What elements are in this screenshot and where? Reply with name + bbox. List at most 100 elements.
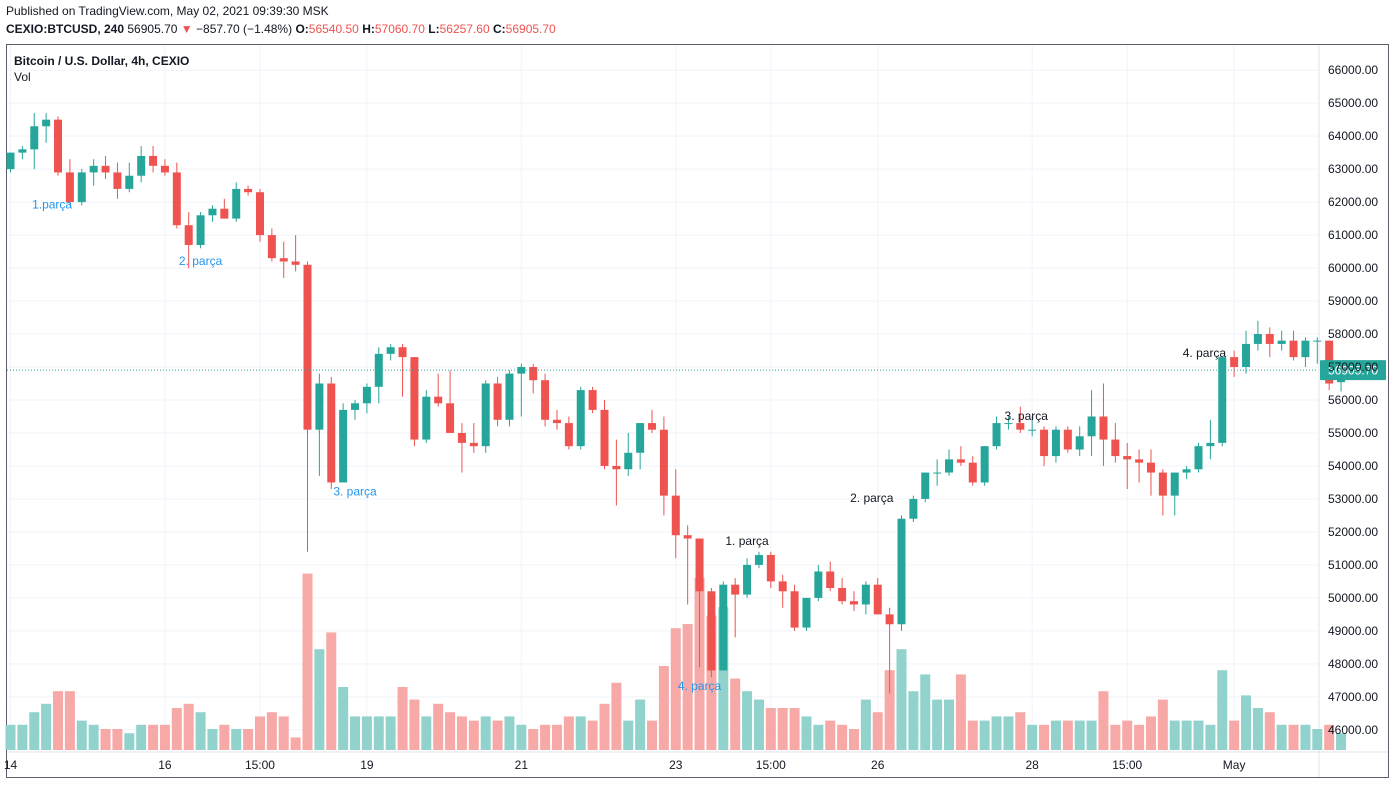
volume-bar bbox=[88, 724, 99, 750]
time-axis[interactable]: 14 16 15:00 19 21 23 15:00 26 28 15:00 May bbox=[4, 758, 1246, 772]
candle bbox=[659, 416, 668, 516]
candle-body bbox=[659, 429, 668, 496]
candle-body bbox=[897, 518, 906, 625]
open-label: O: bbox=[295, 22, 309, 36]
last-price: 56905.70 bbox=[127, 22, 178, 36]
candle-body bbox=[362, 386, 371, 404]
candle bbox=[220, 198, 229, 219]
candle-body bbox=[731, 584, 740, 595]
candle-body bbox=[137, 155, 146, 176]
candle-body bbox=[149, 155, 158, 166]
open-value: 56540.50 bbox=[308, 22, 359, 36]
volume-label: Vol bbox=[14, 70, 31, 84]
time-tick-label: 16 bbox=[158, 758, 172, 772]
candle bbox=[766, 551, 775, 588]
candle bbox=[351, 400, 360, 420]
candle-body bbox=[576, 390, 585, 447]
candle bbox=[208, 205, 217, 222]
volume-bar bbox=[991, 716, 1002, 750]
candle-body bbox=[113, 172, 122, 189]
volume-bar bbox=[124, 733, 135, 750]
volume-bar bbox=[801, 716, 812, 750]
candle bbox=[1182, 465, 1191, 480]
candle bbox=[790, 584, 799, 631]
ohlc-legend: CEXIO:BTCUSD, 240 56905.70 ▼ −857.70 (−1… bbox=[6, 22, 556, 36]
volume-bar bbox=[1086, 720, 1097, 750]
candle-body bbox=[1242, 343, 1251, 368]
volume-bar bbox=[528, 729, 539, 750]
volume-bar bbox=[17, 724, 28, 750]
volume-bar bbox=[100, 729, 111, 750]
volume-bar bbox=[884, 670, 895, 750]
volume-bar bbox=[148, 724, 159, 750]
candle bbox=[1313, 337, 1322, 364]
volume-bar bbox=[1122, 720, 1133, 750]
candle-body bbox=[861, 584, 870, 605]
price-axis[interactable]: 66000.00 65000.00 64000.00 63000.00 62000.00… bbox=[1328, 63, 1378, 737]
annotation-label: 3. parça bbox=[1005, 409, 1049, 423]
volume-bar bbox=[243, 729, 254, 750]
candle bbox=[160, 159, 169, 176]
candle-body bbox=[588, 390, 597, 410]
candle bbox=[778, 574, 787, 608]
candle-body bbox=[54, 119, 63, 173]
candle-body bbox=[267, 235, 276, 259]
volume-bar bbox=[456, 716, 467, 750]
volume-bar bbox=[76, 720, 87, 750]
volume-bar bbox=[195, 712, 206, 750]
volume-bar bbox=[1252, 708, 1263, 750]
candle-body bbox=[529, 367, 538, 381]
candle-body bbox=[980, 446, 989, 483]
candle-body bbox=[564, 423, 573, 447]
candle-body bbox=[446, 403, 455, 433]
candle bbox=[992, 416, 1001, 450]
price-tick-label: 62000.00 bbox=[1328, 195, 1378, 209]
annotation-label: 2. parça bbox=[850, 491, 894, 505]
candle bbox=[588, 386, 597, 414]
volume-bar bbox=[492, 720, 503, 750]
price-label: 56905.70 bbox=[1328, 364, 1378, 378]
volume-bar bbox=[1015, 712, 1026, 750]
price-tick-label: 59000.00 bbox=[1328, 294, 1378, 308]
candle bbox=[933, 459, 942, 486]
time-tick-label: 23 bbox=[669, 758, 683, 772]
candle-body bbox=[1099, 416, 1108, 440]
candle-body bbox=[1051, 429, 1060, 457]
volume-bar bbox=[1312, 729, 1323, 750]
candle bbox=[398, 343, 407, 397]
volume-bar bbox=[563, 716, 574, 750]
candle bbox=[576, 386, 585, 450]
candle bbox=[42, 113, 51, 143]
volume-bar bbox=[1145, 716, 1156, 750]
annotation-label: 4. parça bbox=[678, 679, 722, 693]
volume-bar bbox=[967, 720, 978, 750]
candle bbox=[1170, 472, 1179, 516]
volume-bar bbox=[338, 687, 349, 750]
time-tick-label: 15:00 bbox=[1112, 758, 1142, 772]
volume-bar bbox=[848, 729, 859, 750]
candle bbox=[885, 607, 894, 694]
candle-body bbox=[885, 614, 894, 625]
candle bbox=[1206, 419, 1215, 460]
candle-body bbox=[719, 584, 728, 671]
price-tick-label: 50000.00 bbox=[1328, 591, 1378, 605]
volume-bar bbox=[290, 737, 301, 750]
candle-body bbox=[1301, 340, 1310, 358]
annotation-label: 2. parça bbox=[179, 254, 223, 268]
candle-body bbox=[101, 165, 110, 173]
candle bbox=[754, 551, 763, 569]
candle bbox=[279, 241, 288, 278]
price-tick-label: 53000.00 bbox=[1328, 492, 1378, 506]
candle-body bbox=[457, 432, 466, 443]
time-tick-label: 14 bbox=[4, 758, 18, 772]
candle bbox=[683, 525, 692, 605]
candle-body bbox=[18, 149, 27, 153]
candle-body bbox=[636, 423, 645, 453]
candle bbox=[814, 564, 823, 602]
price-tick-label: 47000.00 bbox=[1328, 690, 1378, 704]
candle-body bbox=[683, 535, 692, 539]
candle bbox=[244, 185, 253, 196]
price-tick-label: 54000.00 bbox=[1328, 459, 1378, 473]
candle-body bbox=[600, 409, 609, 466]
